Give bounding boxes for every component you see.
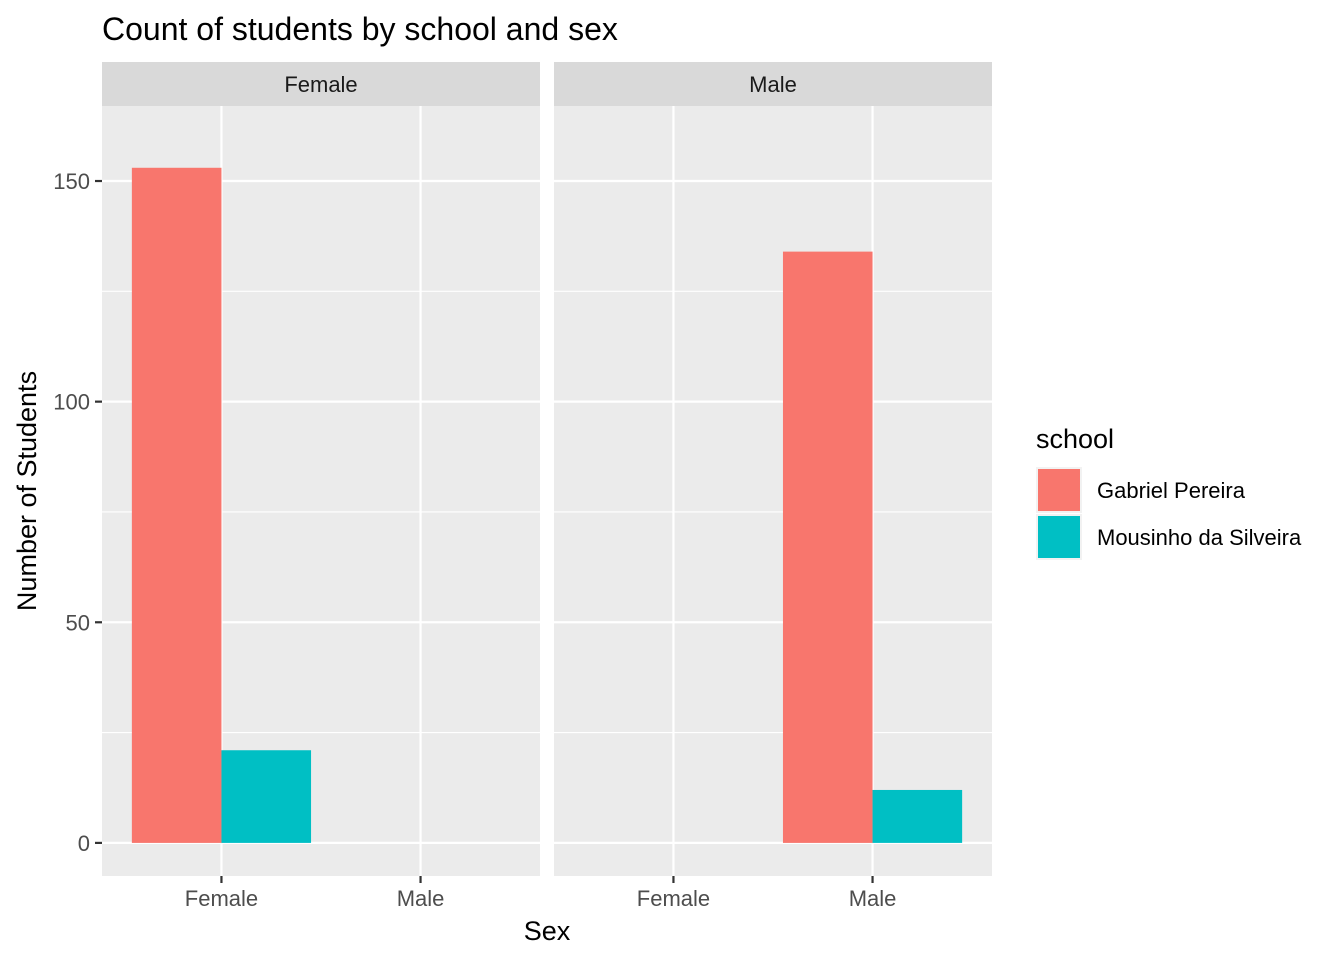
x-axis: Female Male Female Male — [185, 876, 897, 911]
y-tick-label: 150 — [53, 169, 90, 194]
x-axis-title: Sex — [524, 916, 571, 946]
panel-background-male — [554, 106, 992, 876]
legend-label: Gabriel Pereira — [1097, 478, 1246, 503]
bar-female-female-gabriel-pereira — [131, 167, 222, 843]
y-tick-label: 100 — [53, 390, 90, 415]
y-tick-label: 50 — [66, 610, 90, 635]
facet-label-female: Female — [284, 72, 357, 97]
x-tick-label: Male — [397, 886, 445, 911]
legend-key-mousinho-da-silveira — [1038, 516, 1080, 558]
facet-panels: Female Male — [102, 62, 992, 876]
y-tick-label: 0 — [78, 831, 90, 856]
facet-strip-male — [554, 62, 992, 106]
legend: school Gabriel Pereira Mousinho da Silvei… — [1036, 424, 1302, 560]
legend-title: school — [1036, 424, 1114, 454]
legend-key-gabriel-pereira — [1038, 469, 1080, 511]
x-tick-label: Female — [637, 886, 710, 911]
facet-strip-female — [102, 62, 540, 106]
y-axis-title: Number of Students — [12, 371, 42, 611]
bar-male-male-gabriel-pereira — [782, 251, 873, 843]
bar-female-female-mousinho-da-silveira — [221, 750, 312, 843]
y-axis: 0 50 100 150 — [53, 169, 102, 856]
x-tick-label: Male — [849, 886, 897, 911]
legend-label: Mousinho da Silveira — [1097, 525, 1302, 550]
facet-label-male: Male — [749, 72, 797, 97]
chart-title: Count of students by school and sex — [102, 11, 618, 47]
x-tick-label: Female — [185, 886, 258, 911]
bar-male-male-mousinho-da-silveira — [872, 789, 963, 843]
